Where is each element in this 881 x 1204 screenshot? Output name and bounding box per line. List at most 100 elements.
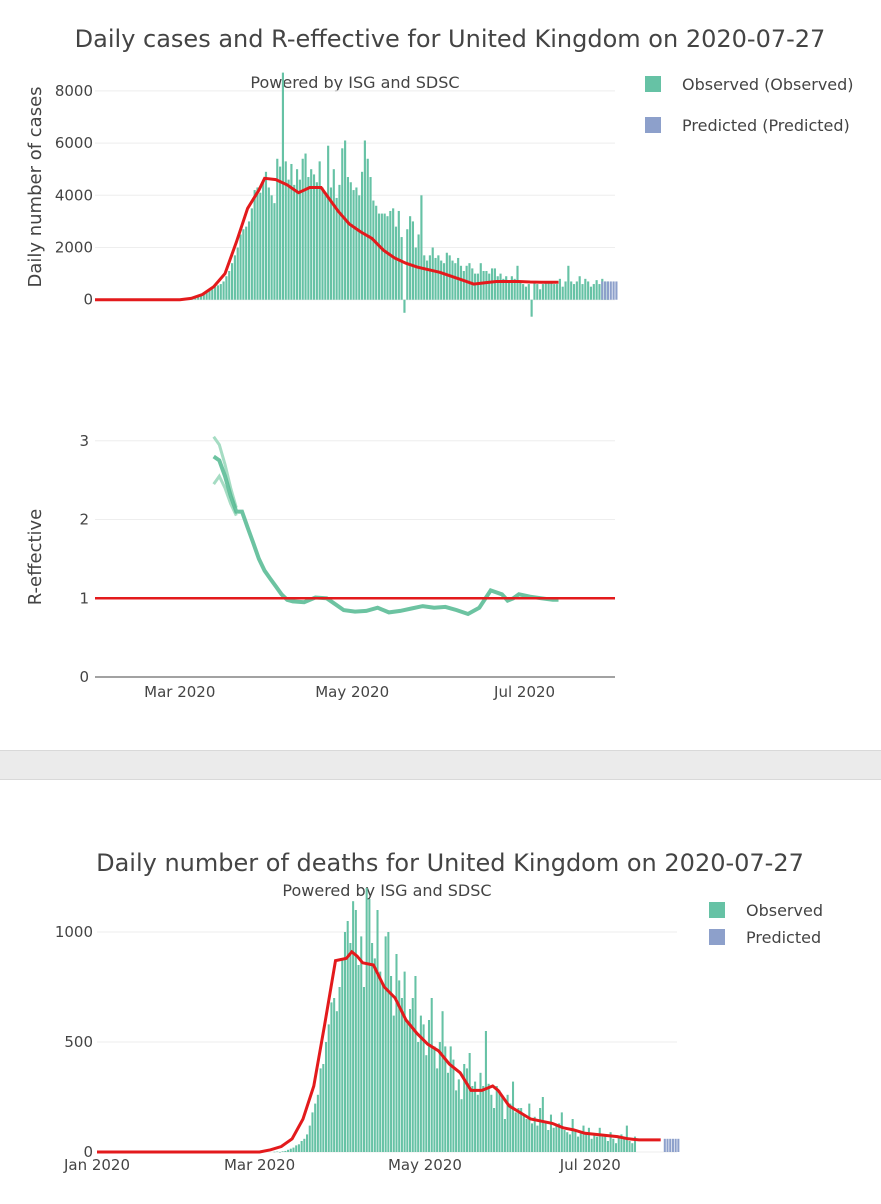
- observed-bar: [366, 158, 369, 300]
- observed-bar: [245, 226, 248, 300]
- observed-bar: [398, 980, 401, 1152]
- observed-bar: [490, 268, 494, 300]
- observed-bar: [633, 1136, 637, 1152]
- observed-bar: [239, 234, 242, 300]
- observed-bar: [431, 247, 434, 300]
- observed-bar: [455, 1090, 458, 1152]
- observed-bar: [479, 263, 482, 300]
- observed-bar: [352, 190, 355, 300]
- legend-observed[interactable]: Observed (Observed): [645, 75, 854, 94]
- observed-bar: [278, 1152, 281, 1153]
- observed-bar: [617, 1136, 620, 1152]
- observed-bar: [457, 1079, 460, 1152]
- legend-deaths-observed-label: Observed: [746, 901, 823, 920]
- observed-bar: [253, 190, 256, 300]
- deaths-y-ticks: 0 500 1000: [55, 923, 93, 1161]
- observed-bar: [572, 284, 576, 300]
- observed-bar: [301, 158, 304, 300]
- observed-bar: [493, 268, 496, 300]
- observed-bar: [341, 958, 344, 1152]
- deaths-bars: [273, 888, 637, 1153]
- observed-bar: [454, 263, 457, 300]
- observed-bar: [414, 976, 417, 1152]
- observed-bar: [406, 1020, 409, 1152]
- observed-bar: [411, 998, 414, 1152]
- observed-bar: [482, 1086, 485, 1152]
- observed-bar: [609, 1132, 612, 1152]
- observed-bar: [284, 161, 287, 300]
- observed-bar: [474, 1081, 477, 1152]
- observed-bar: [417, 1042, 420, 1152]
- observed-bar: [541, 1097, 544, 1152]
- observed-bar: [287, 179, 290, 300]
- observed-bar: [522, 284, 525, 300]
- observed-bar: [409, 216, 412, 300]
- observed-bar: [590, 1138, 593, 1152]
- observed-bar: [571, 1119, 574, 1152]
- reff-y-axis-label: R-effective: [25, 509, 46, 606]
- legend-deaths-predicted-label: Predicted: [746, 928, 821, 947]
- y-tick-label: 0: [79, 668, 89, 686]
- observed-bar: [437, 255, 440, 300]
- observed-bar: [256, 187, 259, 300]
- observed-bar: [355, 187, 358, 300]
- observed-bar: [579, 1132, 582, 1152]
- observed-bar: [329, 187, 333, 300]
- observed-bar: [228, 271, 231, 300]
- observed-bar: [383, 213, 386, 300]
- observed-bar: [230, 263, 234, 300]
- observed-bar: [293, 184, 296, 300]
- observed-bar: [530, 299, 533, 317]
- observed-bar: [316, 1094, 319, 1152]
- observed-bar: [501, 1097, 504, 1152]
- observed-bar: [496, 276, 499, 300]
- predicted-bar: [612, 281, 615, 300]
- observed-bar: [476, 273, 480, 300]
- deaths-gridlines: [97, 931, 677, 1153]
- legend-deaths-observed[interactable]: Observed: [709, 901, 823, 920]
- observed-bar: [527, 284, 530, 300]
- x-tick-label: May 2020: [315, 683, 389, 701]
- predicted-bar: [677, 1138, 680, 1152]
- predicted-bar: [604, 281, 607, 300]
- observed-bar: [567, 265, 570, 300]
- observed-bar: [349, 182, 352, 300]
- y-tick-label: 2: [79, 511, 89, 529]
- observed-bar: [349, 943, 352, 1152]
- observed-bar: [479, 1072, 482, 1152]
- observed-bar: [386, 216, 389, 300]
- observed-bar: [425, 1055, 428, 1152]
- y-tick-label: 8000: [55, 82, 93, 100]
- reff-x-ticks: Mar 2020 May 2020 Jul 2020: [144, 683, 555, 701]
- observed-bar: [533, 1116, 536, 1152]
- observed-bar: [533, 281, 536, 300]
- observed-bar: [335, 197, 338, 300]
- observed-bar: [495, 1086, 498, 1152]
- observed-bar: [341, 148, 344, 300]
- observed-bar: [250, 208, 253, 300]
- observed-bar: [555, 284, 559, 300]
- observed-bar: [433, 1046, 436, 1152]
- legend-predicted[interactable]: Predicted (Predicted): [645, 116, 850, 135]
- observed-bar: [276, 158, 279, 300]
- observed-bar: [327, 145, 330, 300]
- observed-bar: [498, 1090, 501, 1152]
- observed-bar: [574, 1130, 577, 1152]
- observed-bar: [287, 1149, 290, 1152]
- observed-bar: [205, 291, 208, 300]
- observed-bar: [487, 1083, 490, 1152]
- observed-bar: [505, 276, 508, 300]
- observed-bar: [446, 1072, 450, 1152]
- observed-bar: [352, 901, 355, 1152]
- observed-bar: [440, 260, 443, 300]
- legend-deaths-predicted[interactable]: Predicted: [709, 928, 821, 947]
- observed-bar: [419, 1015, 422, 1152]
- observed-bar: [549, 1114, 553, 1152]
- observed-bar: [360, 936, 363, 1152]
- observed-bar: [425, 260, 429, 300]
- observed-bar: [539, 1108, 542, 1152]
- deaths-legend: Observed Predicted: [709, 901, 823, 947]
- observed-bar: [306, 1134, 309, 1152]
- observed-bar: [581, 284, 584, 300]
- observed-bar: [482, 271, 485, 300]
